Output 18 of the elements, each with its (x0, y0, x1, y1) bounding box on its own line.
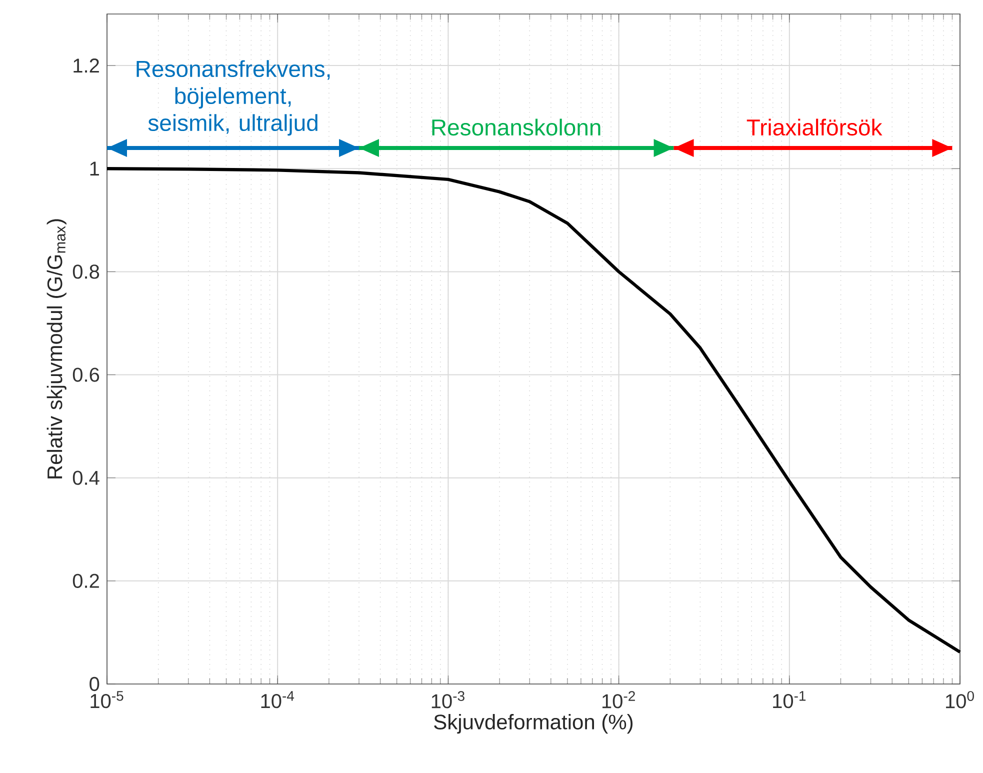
y-tick-label: 0.4 (72, 470, 100, 485)
annotation: Resonanskolonn (432, 118, 600, 136)
x-tick-label: 10$^{-1}$ (773, 691, 806, 708)
y-tick-label: 0.2 (72, 574, 99, 588)
x-tick-label: 10$^{-3}$ (432, 691, 464, 708)
y-tick-label: 0 (90, 676, 100, 692)
x-tick-label: 10$^{-5}$ (90, 691, 124, 708)
y-tick-label: 1.2 (74, 58, 99, 73)
y-tick-label: 1 (90, 162, 99, 176)
x-axis-title: Skjuvdeformation (%) (434, 714, 633, 734)
x-tick-label: 10$^{0}$ (946, 691, 974, 708)
y-tick-label: 0.8 (72, 264, 100, 279)
annotation: Triaxialförsök (746, 118, 882, 136)
y-tick-label: 0.6 (72, 368, 100, 382)
x-tick-label: 10$^{-2}$ (602, 691, 635, 708)
x-tick-label: 10$^{-4}$ (261, 691, 294, 708)
annotation: Resonansfrekvens, böjelement, seismik, ultraljud (136, 60, 330, 136)
y-axis-title: Relativ skjuvmodul (G/G$_{max}$) (46, 219, 66, 478)
